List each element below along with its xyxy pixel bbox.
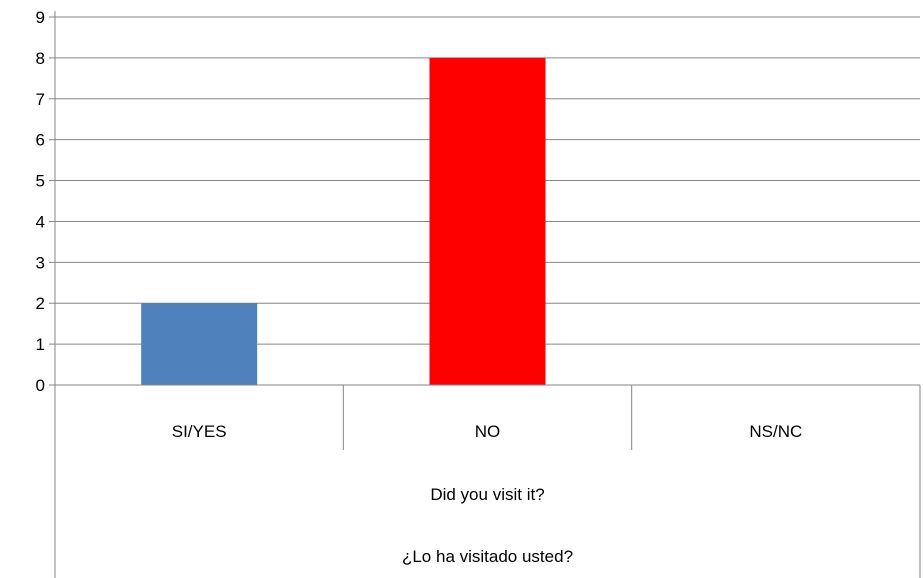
y-tick-label: 9 [36, 8, 45, 27]
x-category-label: NS/NC [749, 422, 802, 441]
y-tick-label: 5 [36, 172, 45, 191]
x-axis-title-line: ¿Lo ha visitado usted? [402, 547, 573, 566]
y-tick-label: 6 [36, 131, 45, 150]
y-tick-label: 3 [36, 253, 45, 272]
x-axis-categories: SI/YES NO NS/NC [172, 422, 803, 441]
y-tick-label: 1 [36, 335, 45, 354]
bar-si-yes [141, 303, 258, 385]
y-axis-ticks: 0 1 2 3 4 5 6 7 8 9 [36, 8, 55, 395]
axes [54, 11, 921, 578]
y-tick-label: 0 [36, 376, 45, 395]
bars [141, 57, 546, 386]
bar-no [429, 57, 546, 386]
y-tick-label: 2 [36, 294, 45, 313]
x-category-label: NO [475, 422, 501, 441]
y-tick-label: 4 [36, 212, 45, 231]
x-category-label: SI/YES [172, 422, 227, 441]
x-axis-title: Did you visit it? ¿Lo ha visitado usted? [402, 485, 573, 566]
x-axis-title-line: Did you visit it? [430, 485, 544, 504]
y-tick-label: 8 [36, 49, 45, 68]
y-tick-label: 7 [36, 90, 45, 109]
